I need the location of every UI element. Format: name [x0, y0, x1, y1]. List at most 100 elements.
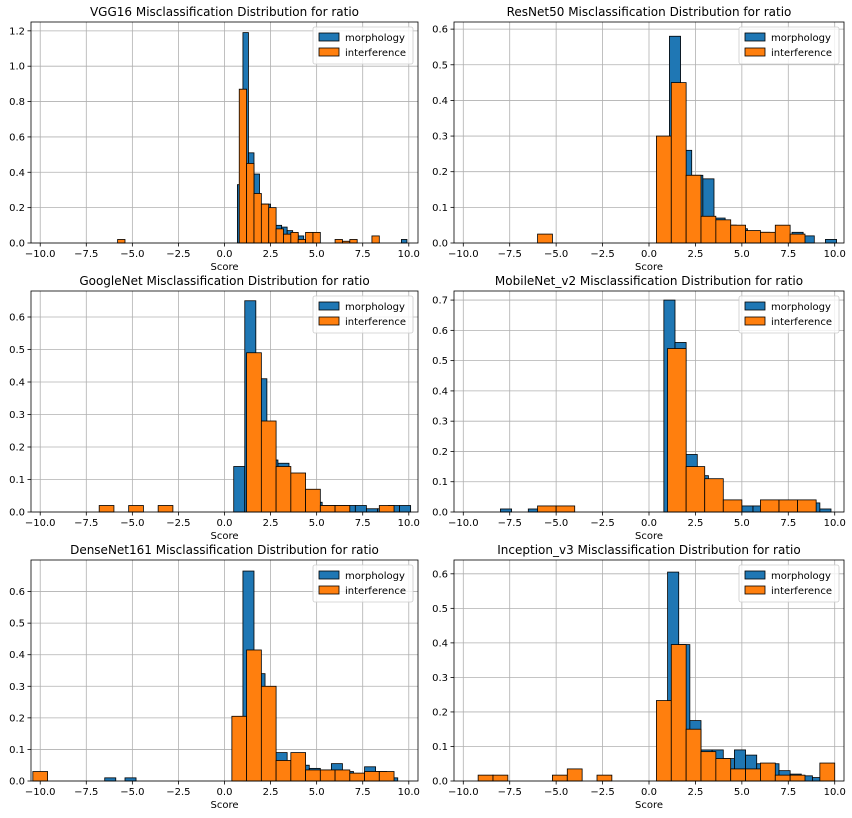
y-tick-label: 0.0	[432, 508, 448, 519]
histogram-bar	[741, 505, 754, 513]
legend-swatch-interference	[318, 47, 340, 57]
y-tick-label: 0.7	[432, 296, 448, 307]
x-tick-label: 10.0	[398, 518, 420, 529]
legend-swatch-morphology	[744, 570, 766, 580]
histogram-bar	[700, 751, 717, 782]
y-tick-label: 0.4	[9, 168, 25, 179]
histogram-bar	[730, 224, 746, 244]
chart-title: DenseNet161 Misclassification Distributi…	[70, 543, 379, 557]
histogram-bar	[670, 644, 687, 782]
histogram-bar	[685, 728, 702, 782]
y-tick-label: 0.4	[432, 386, 448, 397]
y-tick-label: 0.5	[9, 619, 25, 630]
legend: morphology interference	[738, 295, 840, 334]
chart-title: MobileNet_v2 Misclassification Distribut…	[495, 274, 803, 288]
x-tick-label: 7.5	[355, 518, 371, 529]
histogram-bar	[365, 508, 378, 513]
x-tick-label: 7.5	[355, 249, 371, 260]
histogram-bar	[319, 505, 336, 513]
histogram-bar	[260, 685, 277, 782]
y-tick-label: 0.5	[432, 60, 448, 71]
y-tick-label: 0.4	[9, 378, 25, 389]
chart-panel-1: −10.0 −7.5 −5.0 −2.5 0.0 2.5 5.0 7.5 10.0 0.0 0.2 0…	[9, 5, 420, 273]
histogram-bar	[819, 762, 836, 782]
histogram-bar	[117, 239, 126, 244]
series-interference	[537, 82, 806, 244]
y-tick-label: 0.0	[9, 777, 25, 788]
histogram-bar	[157, 505, 174, 513]
histogram-bar	[656, 700, 672, 782]
histogram-bar	[124, 777, 137, 782]
histogram-bar	[312, 231, 321, 244]
x-tick-label: 7.5	[780, 249, 796, 260]
x-tick-label: −5.0	[544, 518, 568, 529]
y-tick-label: 0.6	[432, 569, 448, 580]
histogram-bar	[825, 239, 837, 244]
y-tick-label: 0.5	[9, 345, 25, 356]
histogram-bar	[537, 505, 557, 513]
legend-label-interference: interference	[345, 586, 406, 597]
histogram-bar	[290, 752, 306, 782]
histogram-bar	[500, 508, 512, 513]
legend-swatch-interference	[744, 316, 766, 326]
histogram-bar	[760, 499, 780, 513]
histogram-bar	[371, 235, 380, 244]
legend-swatch-interference	[744, 585, 766, 595]
y-tick-label: 0.1	[432, 203, 448, 214]
x-tick-label: 5.0	[734, 518, 750, 529]
legend-label-interference: interference	[345, 317, 406, 328]
legend-swatch-morphology	[318, 32, 340, 42]
legend: morphology interference	[312, 295, 414, 334]
x-axis-label: Score	[635, 262, 663, 273]
legend-label-interference: interference	[345, 48, 406, 59]
x-axis-label: Score	[635, 531, 663, 542]
histogram-bar	[477, 774, 494, 782]
chart-title: VGG16 Misclassification Distribution for…	[90, 5, 359, 19]
histogram-bar	[334, 239, 343, 244]
histogram-bar	[290, 472, 306, 513]
histogram-bar	[552, 774, 568, 782]
x-tick-label: 10.0	[824, 249, 846, 260]
x-axis-label: Score	[210, 800, 238, 811]
histogram-bar	[715, 758, 732, 782]
x-tick-label: 5.0	[734, 787, 750, 798]
histogram-bar	[819, 508, 832, 513]
chart-title: GoogleNet Misclassification Distribution…	[79, 274, 369, 288]
y-tick-label: 0.2	[432, 707, 448, 718]
histogram-bar	[760, 231, 776, 244]
x-tick-label: −2.5	[590, 249, 614, 260]
x-tick-label: −7.5	[74, 249, 98, 260]
y-tick-label: 0.4	[432, 638, 448, 649]
histogram-bar	[774, 774, 791, 782]
legend-label-interference: interference	[771, 48, 832, 59]
histogram-bar	[268, 207, 277, 244]
x-tick-label: −7.5	[74, 518, 98, 529]
histogram-bar	[260, 203, 270, 244]
legend-label-morphology: morphology	[771, 33, 831, 44]
x-tick-label: 2.5	[687, 787, 703, 798]
x-tick-label: 7.5	[780, 787, 796, 798]
y-tick-label: 0.4	[432, 96, 448, 107]
x-tick-label: −10.0	[25, 518, 56, 529]
legend: morphology interference	[738, 26, 840, 65]
y-tick-label: 0.6	[9, 313, 25, 324]
histogram-bar	[319, 769, 336, 782]
histogram-bar	[334, 505, 351, 513]
chart-panel-3: −10.0 −7.5 −5.0 −2.5 0.0 2.5 5.0 7.5 10.0 0.0 0.1 0…	[9, 274, 420, 542]
x-tick-label: 2.5	[263, 787, 279, 798]
y-tick-label: 0.8	[9, 97, 25, 108]
x-tick-label: 0.0	[641, 518, 657, 529]
histogram-bar	[715, 219, 732, 244]
histogram-bar	[492, 774, 509, 782]
legend-swatch-interference	[744, 47, 766, 57]
x-tick-label: 10.0	[824, 787, 846, 798]
x-tick-label: 5.0	[309, 787, 325, 798]
y-tick-label: 0.1	[9, 745, 25, 756]
histogram-bar	[730, 768, 746, 782]
histogram-bar	[290, 231, 299, 244]
histogram-bar	[704, 478, 724, 513]
histogram-bar	[364, 771, 380, 782]
histogram-bar	[305, 488, 321, 513]
histogram-bar	[231, 715, 248, 782]
x-tick-label: −10.0	[448, 787, 479, 798]
